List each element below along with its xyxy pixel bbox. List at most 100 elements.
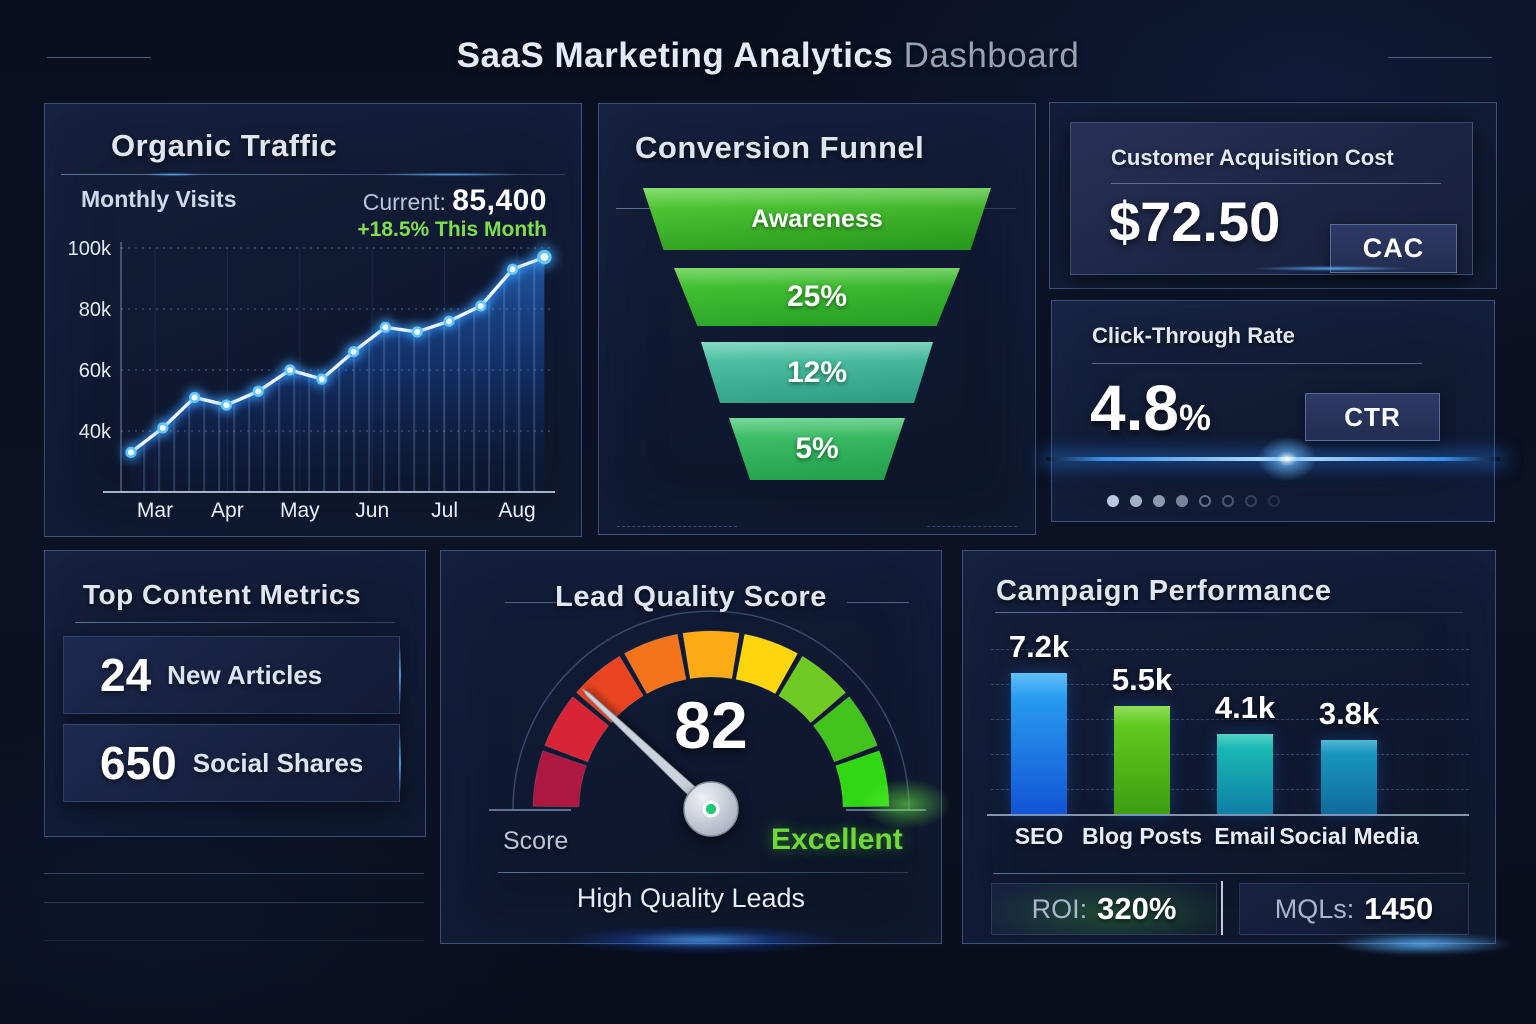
campaign-bottom-glow [1333, 933, 1513, 955]
svg-text:80k: 80k [79, 299, 112, 321]
bar-value-label: 4.1k [1214, 690, 1276, 725]
pagination-dot[interactable] [1107, 495, 1119, 507]
divider-glint [375, 173, 525, 176]
organic-current-number: 85,400 [452, 184, 547, 217]
page-title-light: Dashboard [903, 36, 1080, 75]
roi-value: 320% [1097, 891, 1177, 926]
bar-gridline [991, 684, 1469, 685]
pagination-dot[interactable] [1245, 495, 1257, 507]
bar-chart-baseline [987, 814, 1469, 816]
organic-change-badge: +18.5% This Month [357, 218, 547, 241]
ctr-glow-flare [1257, 437, 1317, 481]
cac-panel: Customer Acquisition Cost $72.50 CAC [1049, 102, 1497, 289]
cac-badge[interactable]: CAC [1330, 224, 1457, 273]
mql-stat: MQLs: 1450 [1239, 883, 1469, 935]
lead-quality-footer: High Quality Leads [576, 883, 806, 913]
metric-label: Social Shares [192, 747, 364, 778]
metric-value: 24 [100, 649, 152, 701]
bar-category-label: SEO [1014, 823, 1064, 849]
cac-value: $72.50 [1109, 190, 1281, 253]
lead-quality-score: 82 [674, 688, 748, 762]
gauge-rating-label: Excellent [771, 823, 903, 856]
cac-divider [1111, 183, 1441, 184]
bars: 7.2k SEO 5.5k Blog Posts 4.1k Email 3.8k Social… [963, 551, 1495, 943]
lead-title-rule-left [505, 602, 567, 603]
organic-current-value: Current: 85,400 [363, 184, 547, 218]
svg-text:Aug: Aug [498, 499, 535, 522]
bar-blog-posts [1114, 706, 1170, 814]
bar-category-label: Email [1214, 823, 1276, 849]
svg-text:40k: 40k [79, 421, 112, 443]
svg-text:May: May [280, 499, 320, 522]
ctr-number: 4.8 [1090, 372, 1179, 444]
pagination-dot[interactable] [1176, 495, 1188, 507]
gauge-green-glow [861, 779, 951, 829]
line-chart-svg: 100k 80k 60k 40k Mar Apr May Jun Jul Aug [68, 238, 558, 522]
funnel-stage-5: 5% [729, 418, 905, 480]
lead-bottom-glow [561, 927, 841, 953]
organic-traffic-line-chart: 100k 80k 60k 40k Mar Apr May Jun Jul Aug [63, 222, 563, 522]
bar-gridline [991, 649, 1469, 650]
funnel-stage-label: 5% [795, 432, 839, 465]
content-metrics-divider [75, 622, 395, 623]
campaign-performance-panel: Campaign Performance ROI: 320% MQLs: 145… [962, 550, 1513, 955]
divider-glint [143, 173, 203, 176]
gauge-score-label: Score [503, 827, 569, 855]
pagination-dot[interactable] [1130, 495, 1142, 507]
ctr-panel: Click-Through Rate 4.8% CTR [1046, 300, 1500, 522]
lead-quality-gauge [441, 551, 941, 943]
campaign-title: Campaign Performance [996, 575, 1332, 607]
pagination-dot[interactable] [1199, 495, 1211, 507]
svg-text:Mar: Mar [137, 499, 173, 522]
bar-value-label: 7.2k [1008, 629, 1070, 664]
lead-quality-panel: Lead Quality Score 82 Score Excellent Hi… [440, 550, 951, 953]
cac-title: Customer Acquisition Cost [1111, 145, 1394, 170]
ctr-title: Click-Through Rate [1092, 323, 1295, 348]
header-rule-right [1388, 57, 1492, 58]
funnel-stage-label: 12% [786, 355, 848, 389]
content-metrics-title: Top Content Metrics [83, 579, 362, 610]
ctr-unit: % [1178, 397, 1211, 438]
bar-gridline [991, 719, 1469, 720]
gauge-baseline-left [489, 809, 571, 811]
pagination-dots [1107, 495, 1280, 507]
conversion-funnel-panel: Conversion Funnel Awareness 25% 12% 5% [598, 103, 1036, 535]
pagination-dot[interactable] [1153, 495, 1165, 507]
metric-value: 650 [100, 737, 177, 789]
bar-social-media [1321, 740, 1377, 814]
bar-email [1217, 734, 1273, 814]
bar-value-label: 5.5k [1111, 662, 1173, 697]
mql-value: 1450 [1364, 891, 1434, 926]
lead-title-rule-right [847, 602, 909, 603]
metric-label: New Articles [167, 659, 323, 690]
header-rule-left [47, 57, 151, 58]
bar-category-label: Social Media [1279, 823, 1419, 849]
campaign-stats-divider [993, 873, 1465, 874]
decorative-line [44, 873, 424, 874]
ctr-badge[interactable]: CTR [1305, 393, 1440, 441]
cac-card: Customer Acquisition Cost $72.50 CAC [1070, 122, 1473, 275]
organic-title-divider [61, 174, 565, 175]
pagination-dot[interactable] [1268, 495, 1280, 507]
bar-category-label: Blog Posts [1081, 823, 1203, 849]
roi-stat: ROI: 320% [991, 883, 1217, 935]
stats-separator [1221, 881, 1223, 935]
ctr-value: 4.8% [1090, 371, 1211, 445]
organic-traffic-panel: Organic Traffic Monthly Visits Current: … [44, 103, 582, 537]
decorative-line [44, 902, 424, 903]
campaign-title-divider [995, 612, 1463, 613]
roi-label: ROI: [1031, 893, 1088, 924]
gauge-svg [512, 610, 910, 837]
lead-quality-title: Lead Quality Score [555, 581, 827, 613]
page-title: SaaS Marketing Analytics Dashboard [0, 36, 1536, 76]
pagination-dot[interactable] [1222, 495, 1234, 507]
svg-text:Jun: Jun [355, 499, 389, 522]
bar-value-label: 3.8k [1318, 696, 1380, 731]
organic-traffic-title: Organic Traffic [111, 128, 338, 163]
metric-card-new-articles: 24 New Articles [63, 636, 401, 714]
funnel-dashed-line [927, 526, 1017, 527]
funnel-stage-25: 25% [674, 268, 960, 326]
organic-current-label: Current: [362, 189, 446, 215]
content-metrics-panel: Top Content Metrics 24 New Articles 650 … [44, 550, 426, 837]
ctr-divider [1092, 363, 1422, 364]
